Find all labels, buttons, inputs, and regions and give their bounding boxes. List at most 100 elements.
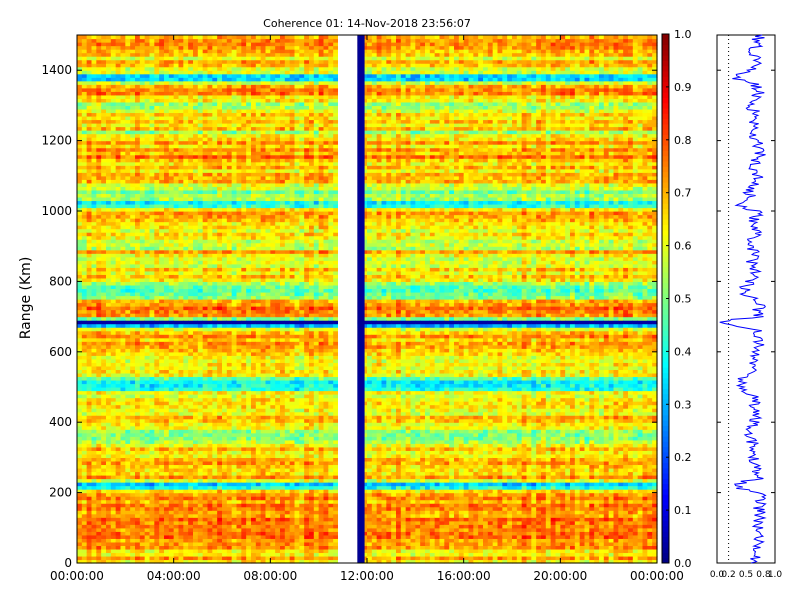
heatmap-cell — [110, 552, 117, 557]
heatmap-cell — [144, 517, 151, 522]
heatmap-cell — [81, 499, 88, 504]
heatmap-cell — [81, 369, 88, 374]
heatmap-cell — [173, 513, 180, 518]
heatmap-cell — [135, 401, 141, 406]
heatmap-cell — [130, 510, 136, 515]
heatmap-cell — [178, 422, 184, 427]
heatmap-cell — [144, 295, 151, 300]
heatmap-cell — [96, 277, 102, 282]
heatmap-cell — [154, 77, 160, 82]
heatmap-cell — [81, 520, 88, 525]
heatmap-cell — [110, 541, 117, 546]
heatmap-cell — [164, 299, 170, 304]
heatmap-cell — [101, 105, 107, 110]
heatmap-cell — [139, 63, 146, 68]
heatmap-cell — [139, 56, 146, 61]
heatmap-cell — [231, 309, 238, 314]
heatmap-cell — [144, 362, 151, 367]
heatmap-cell — [168, 418, 175, 423]
heatmap-cell — [77, 168, 83, 173]
heatmap-cell — [139, 126, 146, 131]
heatmap-cell — [226, 115, 233, 121]
heatmap-cell — [168, 555, 175, 561]
heatmap-cell — [231, 478, 238, 483]
heatmap-cell — [135, 404, 141, 409]
heatmap-cell — [96, 545, 102, 550]
heatmap-cell — [101, 503, 107, 508]
heatmap-cell — [154, 228, 160, 233]
heatmap-cell — [236, 527, 242, 532]
heatmap-cell — [130, 520, 136, 525]
heatmap-cell — [202, 45, 209, 50]
heatmap-cell — [226, 158, 233, 163]
heatmap-cell — [101, 144, 107, 149]
heatmap-cell — [222, 108, 228, 114]
heatmap-cell — [96, 288, 102, 293]
heatmap-cell — [110, 387, 117, 392]
heatmap-cell — [81, 408, 88, 413]
heatmap-cell — [144, 218, 151, 223]
heatmap-cell — [217, 327, 223, 332]
heatmap-cell — [149, 446, 155, 451]
heatmap-cell — [183, 467, 189, 473]
heatmap-cell — [120, 126, 126, 131]
heatmap-cell — [154, 408, 160, 413]
heatmap-cell — [231, 404, 238, 409]
heatmap-cell — [139, 355, 146, 360]
heatmap-cell — [135, 408, 141, 413]
heatmap-cell — [164, 239, 170, 244]
heatmap-cell — [91, 277, 97, 282]
heatmap-cell — [77, 284, 83, 290]
heatmap-cell — [130, 270, 136, 275]
heatmap-cell — [183, 404, 189, 409]
heatmap-cell — [226, 203, 233, 209]
heatmap-cell — [101, 323, 107, 328]
heatmap-cell — [154, 446, 160, 451]
heatmap-cell — [202, 348, 209, 353]
heatmap-cell — [168, 429, 175, 434]
heatmap-cell — [168, 534, 175, 539]
heatmap-cell — [222, 415, 228, 420]
heatmap-cell — [139, 239, 146, 244]
heatmap-cell — [222, 218, 228, 223]
heatmap-cell — [164, 246, 170, 251]
heatmap-cell — [168, 520, 175, 525]
heatmap-cell — [139, 499, 146, 504]
heatmap-cell — [222, 284, 228, 290]
heatmap-cell — [159, 383, 165, 388]
heatmap-cell — [159, 295, 165, 300]
heatmap-cell — [207, 70, 213, 75]
heatmap-cell — [91, 42, 97, 47]
heatmap-cell — [125, 260, 131, 265]
heatmap-cell — [226, 355, 233, 360]
heatmap-cell — [188, 87, 194, 92]
heatmap-cell — [110, 249, 117, 254]
heatmap-cell — [222, 552, 228, 557]
heatmap-cell — [226, 246, 233, 251]
heatmap-cell — [120, 358, 126, 363]
heatmap-cell — [173, 228, 180, 233]
heatmap-cell — [125, 475, 131, 480]
heatmap-cell — [135, 411, 141, 416]
heatmap-cell — [188, 101, 194, 106]
heatmap-cell — [115, 253, 122, 258]
heatmap-cell — [164, 66, 170, 71]
heatmap-cell — [197, 140, 204, 145]
heatmap-cell — [130, 277, 136, 282]
heatmap-cell — [207, 548, 213, 554]
heatmap-cell — [207, 471, 213, 476]
heatmap-cell — [173, 45, 180, 50]
heatmap-cell — [115, 35, 122, 40]
heatmap-cell — [217, 379, 223, 385]
heatmap-cell — [106, 538, 112, 543]
heatmap-cell — [86, 35, 93, 40]
heatmap-cell — [130, 379, 136, 385]
heatmap-cell — [217, 471, 223, 476]
heatmap-cell — [130, 70, 136, 75]
heatmap-cell — [231, 137, 238, 142]
heatmap-cell — [115, 225, 122, 230]
heatmap-cell — [125, 306, 131, 311]
heatmap-cell — [149, 249, 155, 254]
heatmap-cell — [226, 295, 233, 300]
heatmap-cell — [149, 520, 155, 525]
